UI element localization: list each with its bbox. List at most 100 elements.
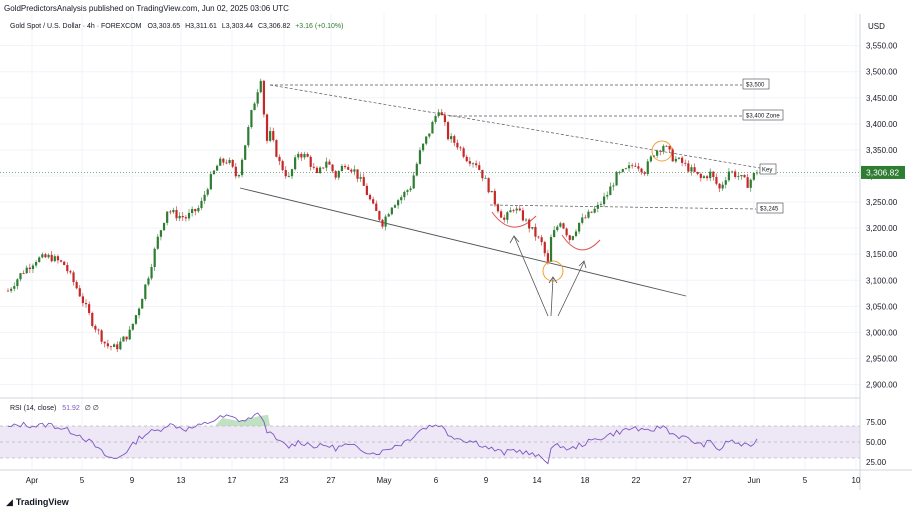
candle-body xyxy=(740,175,743,177)
arrow-3 xyxy=(557,261,585,317)
price-tick-label: 3,550.00 xyxy=(866,42,898,51)
candle-body xyxy=(122,336,125,342)
time-tick-label: 9 xyxy=(484,476,489,485)
candle-body xyxy=(372,199,375,204)
candle-body xyxy=(490,190,493,193)
candle-body xyxy=(222,158,225,163)
candle-body xyxy=(100,330,103,342)
candle-body xyxy=(437,112,440,117)
candle-body xyxy=(727,171,731,181)
price-tick-label: 2,950.00 xyxy=(866,355,898,364)
candle-body xyxy=(234,166,237,177)
publisher-caption: GoldPredictorsAnalysis published on Trad… xyxy=(4,4,289,13)
rsi-label: RSI (14, close) xyxy=(10,405,56,412)
time-tick-label: 13 xyxy=(177,476,186,485)
candle-body xyxy=(421,143,425,151)
candle-body xyxy=(315,167,319,173)
drawings xyxy=(239,84,761,317)
tradingview-brand[interactable]: ◢ TradingView xyxy=(6,497,69,507)
time-tick-label: 6 xyxy=(434,476,439,485)
candle-body xyxy=(721,184,724,189)
candle-body xyxy=(350,169,353,172)
candle-body xyxy=(91,312,94,326)
candle-body xyxy=(659,150,662,152)
candle-body xyxy=(116,344,119,350)
candle-body xyxy=(606,195,609,197)
candle-body xyxy=(587,211,590,218)
candle-body xyxy=(256,92,259,104)
candle-body xyxy=(668,145,671,150)
price-grid xyxy=(0,14,860,470)
ohlc-change: +3.16 (+0.10%) xyxy=(295,23,343,30)
candle-body xyxy=(540,237,543,243)
candle-body xyxy=(518,208,521,211)
candle-body xyxy=(297,153,300,158)
candle-body xyxy=(162,222,166,231)
label-3500: $3,500 xyxy=(742,78,770,90)
time-axis[interactable]: Apr 5 9 13 17 23 27 May 6 9 14 18 22 27 Jun 5 10 xyxy=(26,476,861,485)
rsi-axis: 75.00 50.00 25.00 xyxy=(866,418,887,467)
candle-body xyxy=(240,159,244,176)
candle-body xyxy=(649,156,652,162)
candle-body xyxy=(156,236,159,249)
candle-body xyxy=(415,163,418,176)
candle-body xyxy=(515,208,518,211)
candle-body xyxy=(671,149,674,162)
candle-body xyxy=(203,194,206,201)
candle-body xyxy=(150,267,153,279)
candle-body xyxy=(684,162,687,164)
candle-body xyxy=(38,257,41,263)
candle-body xyxy=(175,209,178,219)
svg-text:$3,245: $3,245 xyxy=(760,207,779,213)
candle-body xyxy=(278,156,281,162)
candle-body xyxy=(272,131,275,141)
candle-body xyxy=(409,188,412,191)
svg-text:$3,400 Zone: $3,400 Zone xyxy=(746,114,780,120)
candle-body xyxy=(28,267,31,269)
time-tick-label: 14 xyxy=(533,476,542,485)
price-tick-label: 3,450.00 xyxy=(866,94,898,103)
candle-body xyxy=(172,209,175,213)
candle-body xyxy=(347,167,350,170)
price-axis[interactable]: 3,550.00 3,500.00 3,450.00 3,400.00 3,350.00… xyxy=(866,42,898,390)
candle-body xyxy=(200,200,203,208)
candle-body xyxy=(166,211,169,223)
candle-body xyxy=(209,174,212,190)
candle-body xyxy=(50,254,53,262)
candle-body xyxy=(543,242,546,254)
candle-body xyxy=(59,260,63,262)
candle-body xyxy=(94,325,97,330)
rsi-overbought-fill xyxy=(215,414,270,426)
candle-body xyxy=(705,176,709,179)
candle-body xyxy=(440,112,443,116)
svg-text:Key: Key xyxy=(762,168,772,174)
ohlc-low: L3,303.44 xyxy=(222,23,253,30)
candle-body xyxy=(599,204,603,205)
candle-body xyxy=(312,166,315,168)
time-tick-label: 17 xyxy=(228,476,237,485)
candle-body xyxy=(262,80,266,115)
candle-body xyxy=(674,158,677,162)
candle-body xyxy=(284,170,287,177)
candle-body xyxy=(406,190,409,192)
candle-body xyxy=(746,177,749,188)
candle-body xyxy=(340,165,344,172)
candle-body xyxy=(137,308,141,316)
candle-body xyxy=(390,207,393,215)
candle-body xyxy=(425,136,428,144)
candle-body xyxy=(627,165,631,169)
candle-body xyxy=(25,267,28,274)
candle-body xyxy=(303,153,306,158)
candle-body xyxy=(493,190,496,205)
time-tick-label: 9 xyxy=(130,476,135,485)
candle-body xyxy=(88,304,91,313)
candle-body xyxy=(481,169,484,179)
candle-body xyxy=(397,200,400,206)
candle-body xyxy=(194,208,197,212)
candle-body xyxy=(147,278,150,285)
time-tick-label: May xyxy=(376,476,391,485)
candle-body xyxy=(381,219,384,227)
candle-body xyxy=(618,171,621,173)
candle-body xyxy=(290,169,294,177)
